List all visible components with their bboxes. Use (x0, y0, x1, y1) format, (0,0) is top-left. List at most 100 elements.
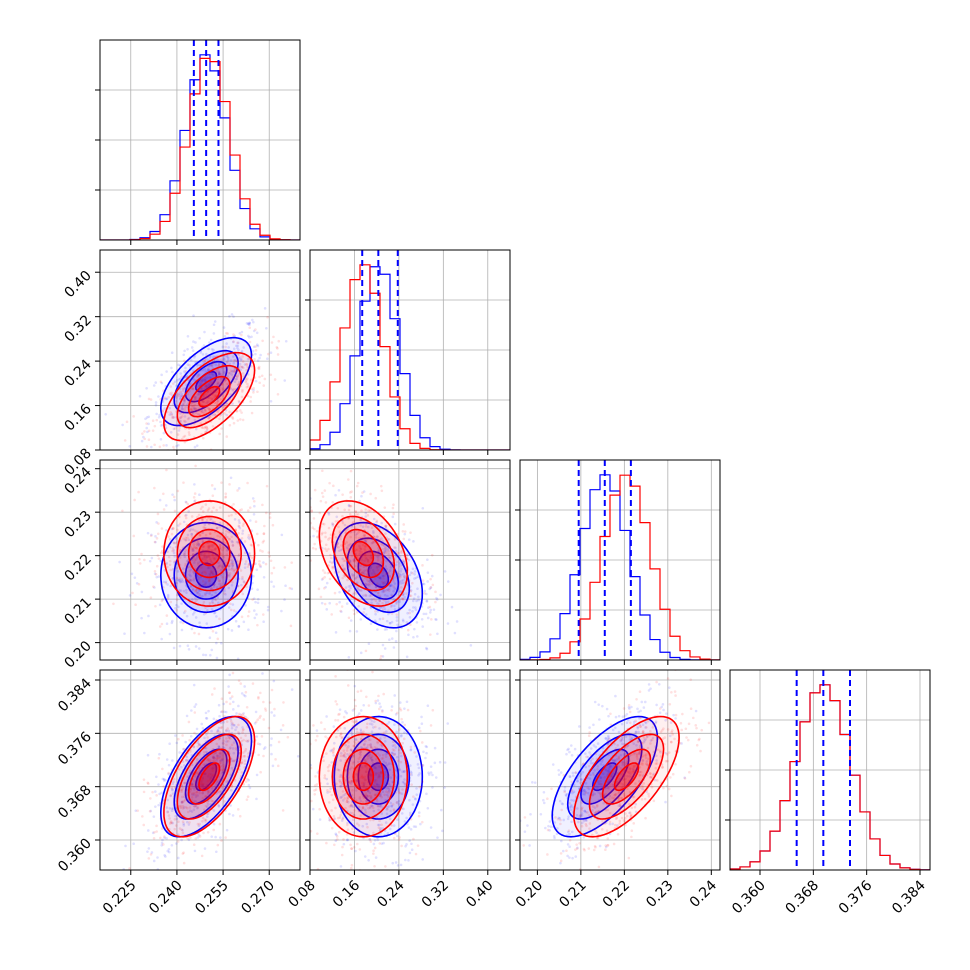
sample-point (252, 574, 255, 578)
sample-point (128, 594, 132, 597)
sample-point (201, 570, 205, 574)
sample-point (214, 394, 217, 397)
sample-point (213, 413, 217, 416)
sample-point (212, 361, 216, 365)
sample-point (396, 864, 400, 867)
sample-point (446, 622, 450, 625)
sample-point (193, 422, 196, 425)
sample-point (191, 387, 195, 391)
sample-point (211, 553, 214, 557)
sample-point (140, 439, 144, 443)
sample-point (302, 780, 305, 783)
sample-point (336, 728, 340, 732)
sample-point (200, 411, 204, 414)
sample-point (331, 500, 335, 504)
sample-point (328, 577, 332, 581)
sample-point (204, 583, 207, 586)
sample-point (208, 376, 212, 379)
sample-point (362, 565, 366, 569)
sample-point (232, 315, 235, 318)
sample-point (366, 573, 370, 577)
sample-point (184, 500, 188, 504)
sample-point (160, 527, 164, 530)
sample-point (140, 552, 143, 556)
sample-point (339, 780, 342, 784)
sample-point (400, 579, 403, 583)
sample-point (96, 569, 99, 572)
sample-point (306, 534, 309, 537)
sample-point (358, 755, 362, 759)
sample-point (362, 730, 365, 733)
sample-point (219, 548, 222, 551)
sample-point (359, 547, 363, 551)
sample-point (202, 556, 206, 559)
sample-point (187, 823, 191, 826)
sample-point (164, 855, 167, 858)
sample-point (195, 785, 198, 788)
sample-point (284, 584, 287, 587)
sample-point (185, 755, 189, 759)
contour-1-1 (331, 733, 396, 820)
sample-point (228, 315, 231, 318)
sample-point (230, 513, 233, 517)
sample-point (217, 726, 221, 730)
sample-point (222, 363, 225, 366)
sample-point (349, 748, 353, 752)
sample-point (352, 724, 356, 728)
sample-point (379, 484, 383, 488)
sample-point (245, 363, 248, 366)
sample-point (357, 531, 360, 534)
sample-point (363, 539, 367, 543)
sample-point (655, 754, 658, 758)
sample-point (196, 806, 200, 809)
sample-point (397, 748, 401, 752)
sample-point (238, 526, 242, 530)
sample-point (202, 600, 206, 604)
contour-1-0 (163, 351, 256, 442)
sample-point (207, 579, 211, 583)
sample-point (196, 871, 199, 874)
sample-point (369, 840, 373, 843)
sample-point (245, 585, 248, 589)
sample-point (323, 602, 327, 606)
sample-point (369, 606, 373, 610)
sample-point (145, 445, 149, 448)
sample-point (175, 608, 179, 612)
sample-point (178, 644, 182, 648)
sample-point (192, 549, 195, 552)
sample-point (339, 537, 342, 541)
sample-point (193, 705, 197, 709)
panel-frame (99, 459, 301, 661)
sample-point (366, 579, 370, 583)
sample-point (403, 783, 407, 786)
sample-point (196, 412, 200, 416)
sample-point (212, 822, 216, 826)
sample-point (204, 592, 207, 595)
sample-point (379, 657, 382, 660)
sample-point (235, 725, 238, 729)
sample-point (383, 731, 386, 734)
sample-point (193, 611, 196, 614)
contour-1-2 (342, 528, 385, 579)
sample-point (198, 533, 202, 537)
sample-point (421, 764, 424, 767)
sample-point (360, 558, 364, 562)
sample-point (347, 655, 351, 659)
sample-point (380, 489, 384, 493)
sample-point (355, 513, 358, 517)
sample-point (226, 574, 229, 577)
sample-point (347, 780, 350, 783)
sample-point (190, 532, 194, 536)
sample-point (599, 776, 602, 779)
sample-point (245, 766, 249, 770)
sample-point (248, 336, 251, 339)
y-tick-label: 0.21 (61, 595, 94, 628)
sample-point (248, 340, 252, 344)
sample-point (387, 553, 390, 556)
sample-point (201, 410, 204, 413)
sample-point (157, 557, 161, 560)
sample-point (356, 842, 359, 846)
sample-point (397, 787, 400, 790)
sample-point (215, 780, 219, 784)
sample-point (194, 464, 197, 468)
